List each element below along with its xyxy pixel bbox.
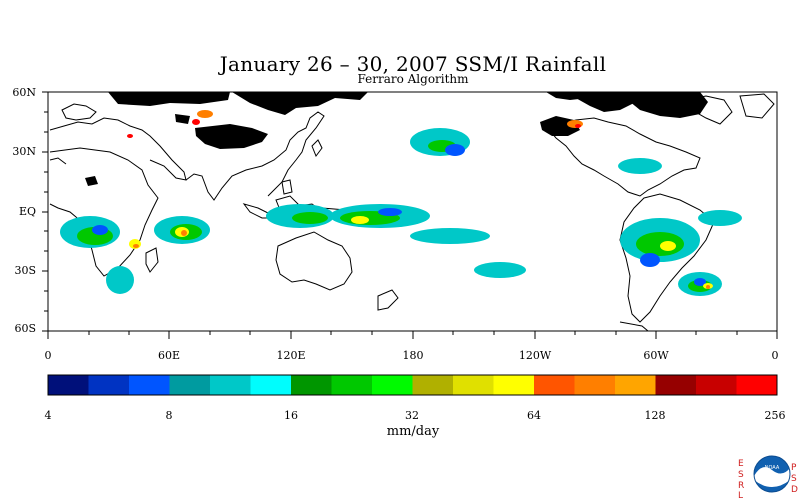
- lon-label-0: 0: [44, 349, 52, 362]
- colorbar-swatch: [574, 375, 616, 395]
- colorbar-tick-32: 32: [405, 409, 419, 422]
- lon-label-180: 180: [402, 349, 424, 362]
- colorbar-tick-64: 64: [527, 409, 541, 422]
- lon-label-120e: 120E: [276, 349, 306, 362]
- colorbar-swatch: [655, 375, 697, 395]
- colorbar-swatch: [696, 375, 737, 395]
- noaa-emblem-text: NOAA: [765, 465, 780, 471]
- lat-label-30n: 30N: [12, 145, 36, 158]
- lat-label-60n: 60N: [12, 86, 36, 99]
- colorbar-swatch: [88, 375, 130, 395]
- logo-letter-e: E: [738, 459, 744, 469]
- noaa-logo: NOAA E S R L P S D: [738, 455, 798, 500]
- lon-label-0-east: 0: [771, 349, 779, 362]
- colorbar-frame: [47, 374, 778, 396]
- colorbar-swatch: [534, 375, 575, 395]
- map-title: January 26 – 30, 2007 SSM/I Rainfall: [219, 52, 607, 76]
- lon-label-120w: 120W: [518, 349, 552, 362]
- colorbar: [48, 375, 778, 395]
- logo-letter-s: S: [738, 470, 744, 480]
- colorbar-swatch: [331, 375, 373, 395]
- colorbar-swatch: [48, 375, 89, 395]
- logo-letter-s2: S: [791, 474, 797, 484]
- colorbar-tick-8: 8: [165, 409, 173, 422]
- colorbar-swatch: [412, 375, 454, 395]
- colorbar-swatch: [372, 375, 413, 395]
- lon-label-60e: 60E: [157, 349, 181, 362]
- colorbar-unit: mm/day: [386, 424, 440, 439]
- rainfall-field: [60, 110, 742, 296]
- colorbar-tick-16: 16: [284, 409, 298, 422]
- colorbar-swatch: [129, 375, 170, 395]
- colorbar-swatch: [210, 375, 251, 395]
- lat-label-30s: 30S: [14, 264, 36, 277]
- colorbar-swatch: [736, 375, 778, 395]
- logo-letter-p: P: [791, 463, 797, 473]
- logo-letter-d: D: [791, 485, 798, 495]
- colorbar-swatch: [615, 375, 656, 395]
- colorbar-tick-128: 128: [644, 409, 666, 422]
- lon-label-60w: 60W: [643, 349, 669, 362]
- map-ticks: [42, 91, 778, 339]
- map-subtitle: Ferraro Algorithm: [357, 72, 469, 86]
- colorbar-swatch: [493, 375, 535, 395]
- colorbar-swatch: [453, 375, 494, 395]
- colorbar-tick-4: 4: [44, 409, 52, 422]
- logo-letter-l: L: [738, 491, 743, 500]
- colorbar-swatch: [250, 375, 292, 395]
- logo-letter-r: R: [738, 481, 744, 491]
- missing-data-regions: [85, 92, 708, 186]
- colorbar-swatch: [291, 375, 332, 395]
- colorbar-tick-256: 256: [764, 409, 786, 422]
- colorbar-swatch: [169, 375, 211, 395]
- lat-label-60s: 60S: [14, 322, 36, 335]
- lat-label-eq: EQ: [18, 205, 36, 218]
